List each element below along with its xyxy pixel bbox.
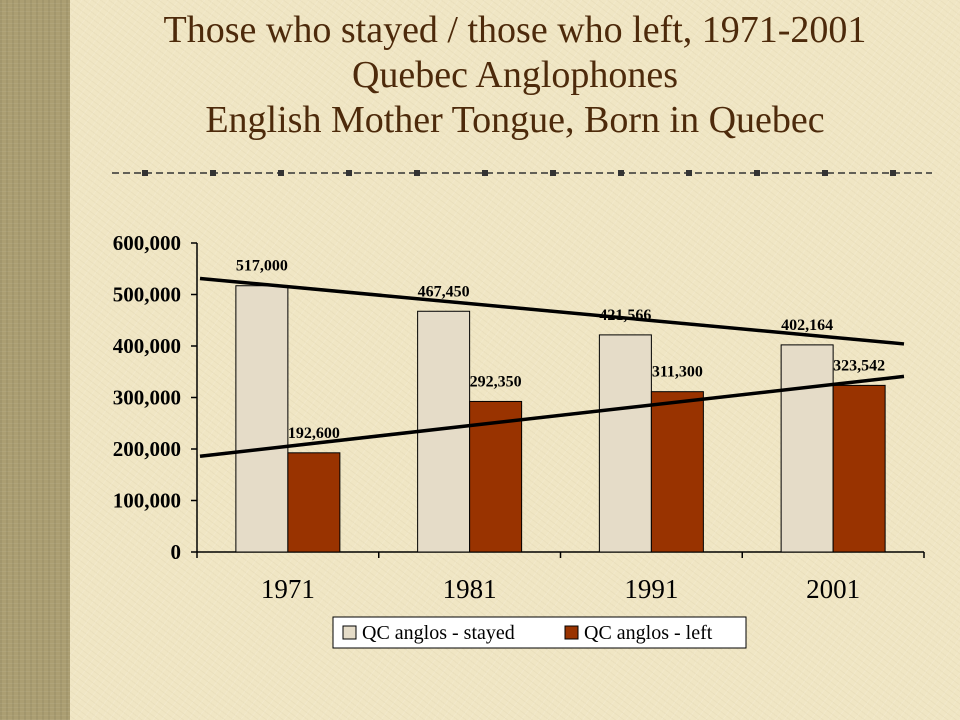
- data-labels-group: 517,000 467,450 421,566 402,164 192,600 292,3…: [236, 258, 885, 442]
- bar-left: [469, 400, 523, 553]
- divider-dot: [754, 170, 760, 176]
- divider-dot: [482, 170, 488, 176]
- x-tick-label: 2001: [806, 574, 860, 604]
- title-divider: [112, 170, 932, 176]
- bar-left: [287, 452, 341, 553]
- divider-dot: [686, 170, 692, 176]
- x-tick-label: 1971: [261, 574, 315, 604]
- trendline-stayed: [199, 276, 905, 346]
- legend-swatch-stayed: [342, 625, 357, 640]
- divider-dot: [346, 170, 352, 176]
- data-label: 402,164: [781, 317, 833, 334]
- trendlines-group: [199, 276, 905, 458]
- divider-dot: [142, 170, 148, 176]
- divider-dot: [414, 170, 420, 176]
- y-tick-label: 400,000: [113, 334, 181, 358]
- y-tick-label: 100,000: [113, 489, 181, 513]
- bar-left: [650, 391, 704, 553]
- data-label: 292,350: [470, 373, 522, 390]
- title-line-1: Those who stayed / those who left, 1971-…: [163, 9, 867, 51]
- data-label: 311,300: [652, 364, 703, 381]
- data-label: 467,450: [418, 283, 470, 300]
- bar-left: [832, 384, 886, 553]
- divider-dot: [890, 170, 896, 176]
- y-tick-label: 600,000: [113, 231, 181, 255]
- data-label: 421,566: [599, 307, 651, 324]
- data-label: 323,542: [833, 357, 885, 374]
- title-line-2: Quebec Anglophones: [351, 54, 679, 96]
- data-label: 517,000: [236, 258, 288, 275]
- divider-dot: [210, 170, 216, 176]
- divider-dot: [550, 170, 556, 176]
- x-tick-label: 1991: [624, 574, 678, 604]
- divider-dot: [278, 170, 284, 176]
- y-axis: 0 100,000 200,000 300,000 400,000 500,000 600,…: [113, 231, 198, 564]
- y-tick-label: 200,000: [113, 437, 181, 461]
- legend-label-stayed: QC anglos - stayed: [362, 622, 515, 644]
- y-tick-label: 0: [171, 540, 182, 564]
- y-tick-label: 300,000: [113, 386, 181, 410]
- data-label: 192,600: [288, 425, 340, 442]
- slide-title: Those who stayed / those who left, 1971-…: [70, 8, 960, 143]
- legend-box: [332, 616, 747, 649]
- x-tick-label: 1981: [443, 574, 497, 604]
- legend-label-left: QC anglos - left: [584, 622, 713, 644]
- title-line-3: English Mother Tongue, Born in Quebec: [205, 99, 825, 141]
- y-tick-label: 500,000: [113, 283, 181, 307]
- bar-stayed: [235, 285, 289, 553]
- bar-stayed: [780, 344, 834, 553]
- divider-dot: [822, 170, 828, 176]
- legend: QC anglos - stayed QC anglos - left: [332, 616, 747, 649]
- x-axis: 1971 1981 1991 2001: [196, 551, 925, 604]
- legend-swatch-left: [564, 625, 579, 640]
- left-decorative-bar: [0, 0, 70, 720]
- divider-dot: [618, 170, 624, 176]
- bar-stayed: [598, 334, 652, 553]
- trendline-left: [199, 374, 905, 458]
